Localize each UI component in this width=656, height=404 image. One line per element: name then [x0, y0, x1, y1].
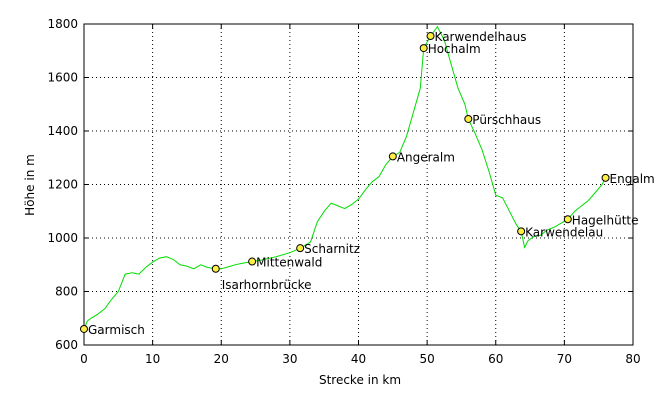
waypoint-label: Hagelhütte — [572, 213, 639, 227]
y-tick-label: 1800 — [47, 17, 78, 31]
waypoint-label: Angeralm — [397, 150, 455, 164]
waypoint-marker — [426, 32, 435, 41]
x-tick-label: 70 — [557, 352, 572, 366]
x-tick-label: 50 — [419, 352, 434, 366]
x-tick-label: 80 — [625, 352, 640, 366]
y-tick-label: 600 — [55, 338, 78, 352]
y-tick-label: 1400 — [47, 124, 78, 138]
grid-lines — [84, 24, 633, 345]
waypoint-label: Karwendelhaus — [435, 30, 527, 44]
x-tick-label: 30 — [282, 352, 297, 366]
y-axis-label: Höhe in m — [23, 154, 37, 216]
x-tick-label: 40 — [351, 352, 366, 366]
waypoint-marker — [296, 244, 305, 253]
x-tick-label: 20 — [214, 352, 229, 366]
waypoint-marker — [388, 152, 397, 161]
elevation-line — [83, 25, 606, 330]
waypoint-label: Hochalm — [428, 42, 481, 56]
waypoint-marker — [517, 227, 526, 236]
waypoint-label: Engalm — [610, 172, 655, 186]
waypoint-label: Garmisch — [88, 323, 145, 337]
waypoint-label: Pürschhaus — [472, 113, 541, 127]
waypoints: Garmisch Isarhornbrücke MittenwaldScharnit… — [80, 30, 655, 337]
waypoint-label: Scharnitz — [304, 242, 360, 256]
waypoint-label: Karwendelau — [525, 225, 603, 239]
waypoint-marker — [248, 257, 257, 266]
waypoint-marker — [464, 114, 473, 123]
x-tick-label: 60 — [488, 352, 503, 366]
waypoint-marker — [563, 215, 572, 224]
y-tick-label: 1200 — [47, 178, 78, 192]
y-tick-label: 800 — [55, 285, 78, 299]
y-tick-label: 1600 — [47, 71, 78, 85]
x-tick-label: 10 — [145, 352, 160, 366]
x-axis-label: Strecke in km — [319, 373, 401, 387]
waypoint-label: Isarhornbrücke — [222, 278, 312, 292]
waypoint-label: Mittenwald — [256, 256, 322, 270]
waypoint-marker — [601, 173, 610, 182]
x-tick-label: 0 — [80, 352, 88, 366]
y-tick-label: 1000 — [47, 231, 78, 245]
axis-tick-labels: 0 10 20 30 40 50 60 70 80 600 800 1000 1200 1400 1600 1… — [47, 17, 640, 366]
waypoint-marker — [211, 264, 220, 273]
waypoint-marker — [419, 44, 428, 53]
axis-ticks — [83, 23, 634, 346]
waypoint-marker — [80, 324, 88, 333]
